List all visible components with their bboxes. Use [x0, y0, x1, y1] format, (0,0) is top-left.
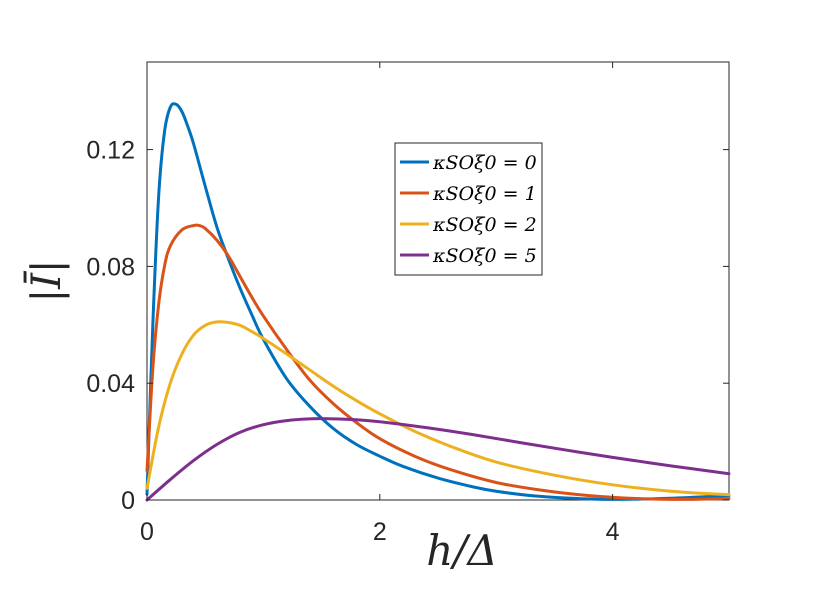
- axis-ticks: 0 2 4 0 0.04 0.08 0.12: [86, 62, 729, 546]
- legend-label-3: κSOξ0 = 5: [432, 245, 537, 267]
- y-tick-label-2: 0.08: [86, 253, 135, 281]
- y-tick-label-0: 0: [121, 487, 135, 515]
- series-layer: [145, 102, 731, 502]
- legend-label-0: κSOξ0 = 0: [432, 152, 537, 174]
- y-tick-label-1: 0.04: [86, 370, 135, 398]
- legend: κSOξ0 = 0 κSOξ0 = 1 κSOξ0 = 2 κSOξ0 = 5: [394, 142, 543, 276]
- y-tick-label-3: 0.12: [86, 137, 135, 165]
- x-tick-label-0: 0: [140, 518, 154, 546]
- series-line-3: [145, 417, 731, 502]
- legend-box: [394, 142, 543, 276]
- legend-label-2: κSOξ0 = 2: [432, 214, 537, 236]
- x-axis-label: h/Δ: [426, 526, 498, 575]
- y-axis-label: |Ī|: [24, 260, 70, 303]
- legend-label-1: κSOξ0 = 1: [432, 183, 537, 205]
- x-tick-label-2: 4: [606, 518, 620, 546]
- x-tick-label-1: 2: [373, 518, 387, 546]
- series-line-1: [145, 223, 731, 501]
- series-line-2: [145, 320, 731, 497]
- series-line-0: [145, 102, 731, 501]
